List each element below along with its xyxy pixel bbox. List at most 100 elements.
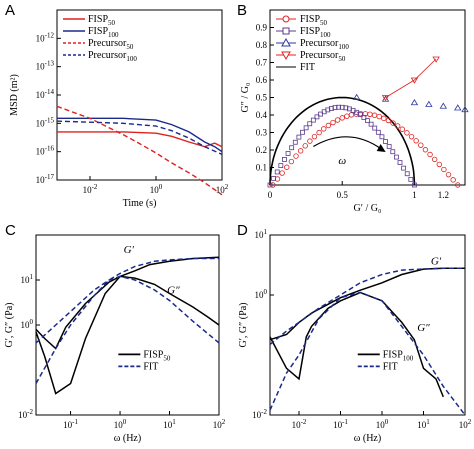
panel-c-moduli-chart: 10-1 100 101 102 10-2 100 101 ω (Hz) G′, G″ (Pa)… [4, 234, 226, 444]
x-tick-label-c: 100 [114, 418, 127, 430]
x-tick-label-a: 102 [216, 183, 229, 195]
panel-b-cole-cole-chart: 0 0.5 1 1.2 0.1 0.2 0.3 0.4 0.5 0.6 0.7 0.8 0.9 G′ / … [240, 9, 469, 214]
panel-label-d: D [237, 222, 248, 239]
series-line-prec50-b [385, 58, 437, 98]
data-point-fisp50-b [418, 142, 424, 148]
data-point-fisp100-b [289, 145, 295, 151]
curve-annotation-d: G′ [431, 256, 442, 268]
data-point-fisp100-b [274, 169, 280, 175]
series-line-d-2 [269, 267, 465, 345]
data-point-fisp50-b [399, 126, 406, 132]
data-point-fisp50-b [427, 151, 433, 158]
x-axis-label-d: ω (Hz) [354, 433, 381, 444]
legend-label-a: Precursor100 [88, 50, 137, 63]
x-tick-label-b: 0.5 [337, 190, 349, 200]
data-point-fisp50-b [431, 156, 438, 163]
legend-label-c: FISP50 [143, 349, 171, 362]
data-point-fisp100-b [314, 114, 320, 120]
data-point-fisp100-b [292, 139, 298, 145]
x-axis-label-c: ω (Hz) [114, 433, 141, 444]
data-point-fisp100-b [282, 157, 287, 162]
data-point-fisp50-b [455, 182, 461, 188]
data-point-fisp50-b [367, 111, 373, 117]
data-point-fisp100-b [412, 182, 417, 188]
y-tick-label-b: 0.7 [256, 58, 268, 68]
panel-d-moduli-chart: 10-2 10-1 100 101 102 10-2 100 101 ω (Hz) G′, G″ … [238, 228, 472, 444]
data-point-fisp100-b [390, 149, 396, 155]
data-point-fisp100-b [383, 139, 388, 144]
data-point-fisp50-b [413, 138, 419, 144]
x-tick-label-c: 10-1 [63, 418, 78, 430]
data-point-fisp100-b [365, 118, 370, 124]
omega-arrow-b [313, 136, 384, 151]
data-point-fisp50-b [376, 113, 382, 120]
data-point-fisp100-b [296, 134, 302, 140]
data-point-fisp100-b [278, 163, 284, 169]
data-point-fisp50-b [321, 126, 327, 132]
data-point-fisp50-b [390, 120, 396, 126]
data-point-fisp100-b [310, 117, 316, 123]
data-point-fisp100-b [379, 134, 385, 140]
data-point-prec50-b [410, 77, 419, 84]
data-point-fisp50-b [385, 117, 392, 124]
data-point-fisp50-b [436, 161, 442, 168]
x-tick-label-a: 100 [150, 183, 163, 195]
legend-marker-b [282, 15, 290, 23]
series-line-a-1 [57, 117, 223, 153]
data-point-fisp100-b [386, 144, 392, 149]
data-point-fisp50-b [330, 119, 336, 126]
x-tick-label-c: 101 [163, 418, 176, 430]
y-tick-label-b: 0.4 [256, 110, 268, 120]
y-tick-label-b: 0.5 [256, 93, 268, 103]
x-tick-label-d: 102 [459, 418, 472, 430]
x-tick-label-b: 0 [268, 190, 273, 200]
x-axis-label-b: G′ / G₀ [354, 203, 382, 214]
data-point-fisp50-b [279, 170, 285, 176]
plot-frame-d [269, 234, 466, 416]
x-tick-label-d: 100 [376, 418, 389, 430]
y-axis-label-b: G″ / G₀ [240, 82, 251, 112]
data-point-fisp50-b [307, 138, 313, 144]
legend-label-a: FISP100 [88, 26, 119, 39]
data-point-prec100-b [439, 102, 448, 109]
y-axis-label-a: MSD (m²) [9, 74, 20, 116]
data-point-fisp50-b [381, 115, 387, 122]
data-point-fisp50-b [288, 158, 295, 165]
series-line-d-1 [269, 291, 444, 398]
data-point-fisp50-b [445, 171, 452, 178]
data-point-prec100-b [454, 104, 462, 111]
data-point-fisp50-b [348, 112, 355, 118]
y-tick-label-c: 100 [21, 318, 34, 330]
data-point-fisp50-b [293, 153, 299, 159]
x-tick-label-d: 10-2 [292, 418, 307, 430]
x-tick-label-d: 101 [417, 418, 430, 430]
data-point-fisp100-b [307, 121, 313, 127]
y-tick-label-a: 10-15 [36, 116, 55, 128]
data-point-fisp100-b [267, 182, 273, 188]
legend-label-b: Precursor100 [300, 38, 349, 51]
x-tick-label-c: 102 [213, 418, 226, 430]
data-point-fisp50-b [408, 133, 415, 140]
plot-frame-a [56, 9, 223, 181]
y-tick-label-a: 10-13 [36, 60, 55, 72]
data-point-fisp100-b [368, 121, 374, 127]
y-tick-label-d: 100 [255, 288, 268, 300]
legend-label-d: FISP100 [383, 349, 414, 362]
data-point-fisp100-b [361, 115, 367, 120]
series-line-a-3 [56, 120, 223, 156]
data-point-fisp50-b [441, 166, 447, 173]
y-tick-label-b: 0.8 [256, 40, 268, 50]
data-point-fisp50-b [302, 143, 308, 149]
data-point-fisp100-b [300, 129, 305, 135]
data-point-fisp100-b [408, 176, 414, 182]
series-line-c-0 [35, 256, 220, 350]
data-point-fisp50-b [394, 123, 401, 129]
y-tick-label-a: 10-17 [36, 173, 55, 185]
data-point-fisp100-b [375, 129, 381, 135]
series-line-c-2 [35, 257, 219, 384]
curve-annotation-c: G″ [167, 285, 180, 297]
legend-marker-b [281, 51, 291, 61]
data-point-fisp50-b [311, 133, 318, 140]
data-point-fisp50-b [284, 164, 290, 170]
